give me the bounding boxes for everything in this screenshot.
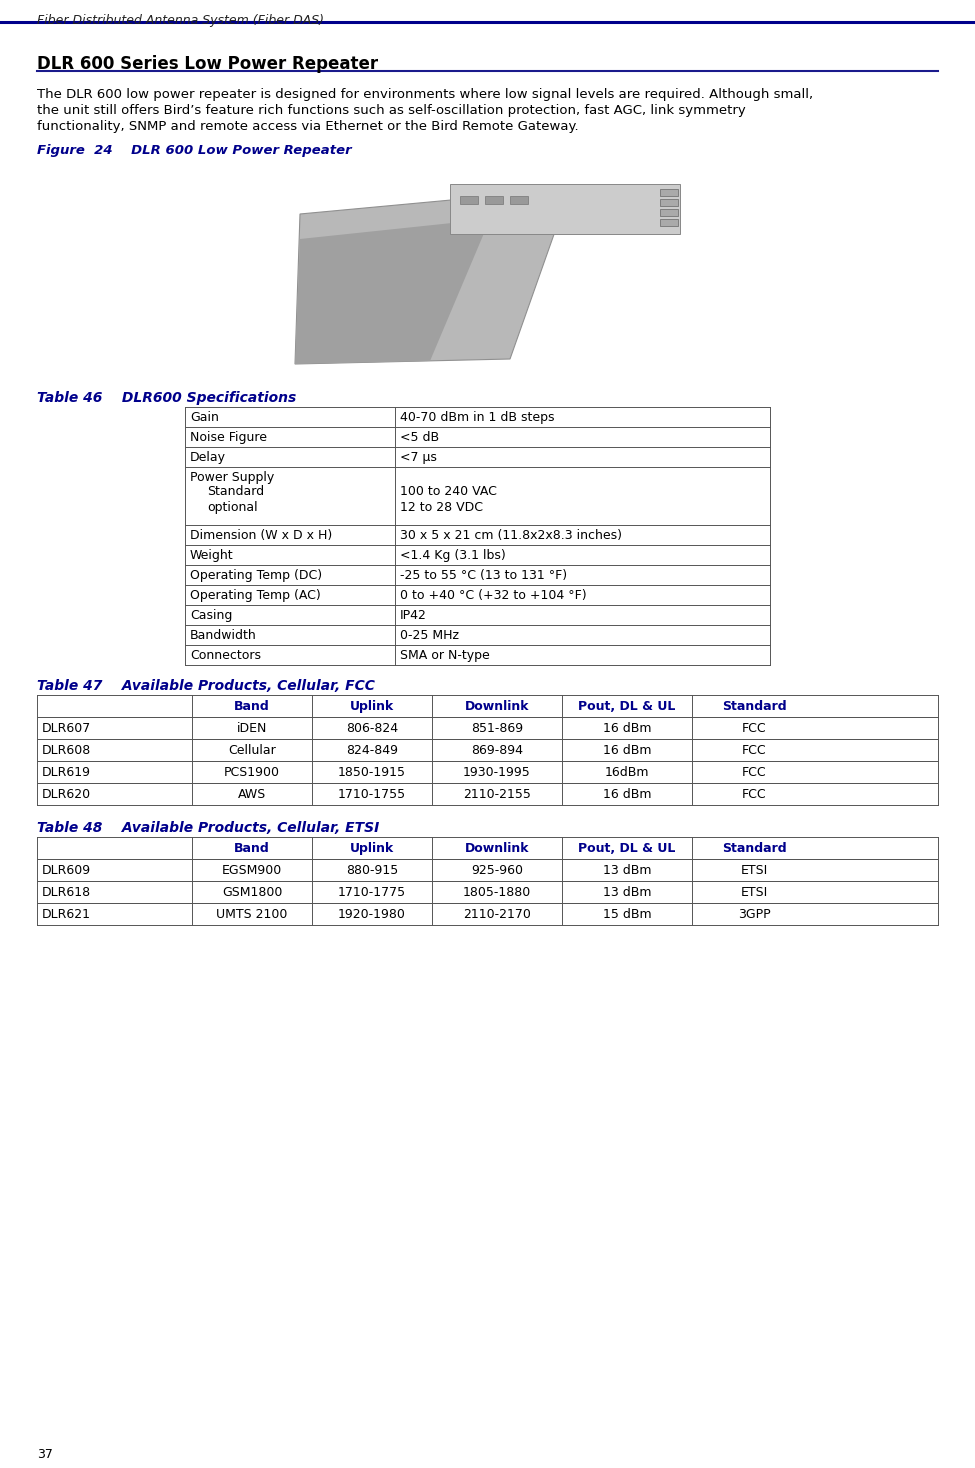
Polygon shape: [295, 219, 490, 364]
Text: Band: Band: [234, 843, 270, 854]
Bar: [660, 200, 678, 206]
Text: Uplink: Uplink: [350, 843, 394, 854]
Text: 1710-1755: 1710-1755: [338, 788, 406, 802]
Text: Cellular: Cellular: [228, 744, 276, 757]
Text: Standard: Standard: [207, 484, 264, 498]
Text: SMA or N-type: SMA or N-type: [400, 649, 489, 662]
Text: DLR609: DLR609: [42, 865, 91, 876]
Text: EGSM900: EGSM900: [222, 865, 282, 876]
Text: iDEN: iDEN: [237, 722, 267, 735]
Bar: [485, 197, 503, 204]
Text: 13 dBm: 13 dBm: [603, 865, 651, 876]
Text: 16 dBm: 16 dBm: [603, 722, 651, 735]
Text: IP42: IP42: [400, 609, 427, 622]
Text: DLR607: DLR607: [42, 722, 92, 735]
Text: Operating Temp (AC): Operating Temp (AC): [190, 589, 321, 602]
Text: <1.4 Kg (3.1 lbs): <1.4 Kg (3.1 lbs): [400, 549, 506, 562]
Bar: [660, 219, 678, 226]
Text: Dimension (W x D x H): Dimension (W x D x H): [190, 528, 332, 542]
Text: FCC: FCC: [742, 788, 766, 802]
Text: 1920-1980: 1920-1980: [338, 909, 406, 920]
Text: DLR608: DLR608: [42, 744, 92, 757]
Text: Pout, DL & UL: Pout, DL & UL: [578, 843, 676, 854]
Text: Casing: Casing: [190, 609, 232, 622]
Text: 100 to 240 VAC: 100 to 240 VAC: [400, 484, 497, 498]
Text: Fiber Distributed Antenna System (Fiber DAS): Fiber Distributed Antenna System (Fiber …: [37, 15, 324, 26]
Text: GSM1800: GSM1800: [222, 887, 282, 898]
Text: Table 47    Available Products, Cellular, FCC: Table 47 Available Products, Cellular, F…: [37, 680, 374, 693]
Bar: [660, 208, 678, 216]
Text: 824-849: 824-849: [346, 744, 398, 757]
Text: 15 dBm: 15 dBm: [603, 909, 651, 920]
Text: 1710-1775: 1710-1775: [338, 887, 406, 898]
Text: 851-869: 851-869: [471, 722, 523, 735]
Text: Downlink: Downlink: [465, 843, 529, 854]
Text: PCS1900: PCS1900: [224, 766, 280, 780]
Text: 1805-1880: 1805-1880: [463, 887, 531, 898]
Text: DLR620: DLR620: [42, 788, 91, 802]
Text: Uplink: Uplink: [350, 700, 394, 713]
Text: 869-894: 869-894: [471, 744, 523, 757]
Text: 0-25 MHz: 0-25 MHz: [400, 628, 459, 642]
Text: functionality, SNMP and remote access via Ethernet or the Bird Remote Gateway.: functionality, SNMP and remote access vi…: [37, 120, 578, 134]
Text: the unit still offers Bird’s feature rich functions such as self-oscillation pro: the unit still offers Bird’s feature ric…: [37, 104, 746, 117]
Text: Pout, DL & UL: Pout, DL & UL: [578, 700, 676, 713]
Text: 37: 37: [37, 1447, 53, 1461]
Text: DLR621: DLR621: [42, 909, 91, 920]
Text: Weight: Weight: [190, 549, 234, 562]
Text: 3GPP: 3GPP: [738, 909, 770, 920]
Polygon shape: [295, 189, 570, 364]
Text: DLR 600 Series Low Power Repeater: DLR 600 Series Low Power Repeater: [37, 54, 378, 73]
Bar: [450, 184, 680, 233]
Text: Delay: Delay: [190, 451, 226, 464]
Text: FCC: FCC: [742, 722, 766, 735]
Text: 2110-2170: 2110-2170: [463, 909, 531, 920]
Text: FCC: FCC: [742, 744, 766, 757]
Text: 12 to 28 VDC: 12 to 28 VDC: [400, 501, 483, 514]
Text: FCC: FCC: [742, 766, 766, 780]
Text: 30 x 5 x 21 cm (11.8x2x8.3 inches): 30 x 5 x 21 cm (11.8x2x8.3 inches): [400, 528, 622, 542]
Text: 16 dBm: 16 dBm: [603, 788, 651, 802]
Text: AWS: AWS: [238, 788, 266, 802]
Text: Bandwidth: Bandwidth: [190, 628, 256, 642]
Text: 1930-1995: 1930-1995: [463, 766, 530, 780]
Text: 13 dBm: 13 dBm: [603, 887, 651, 898]
Bar: [660, 189, 678, 197]
Text: 40-70 dBm in 1 dB steps: 40-70 dBm in 1 dB steps: [400, 411, 555, 424]
Text: Figure  24    DLR 600 Low Power Repeater: Figure 24 DLR 600 Low Power Repeater: [37, 144, 352, 157]
Text: Power Supply: Power Supply: [190, 471, 274, 484]
Text: Table 46    DLR600 Specifications: Table 46 DLR600 Specifications: [37, 390, 296, 405]
Text: Table 48    Available Products, Cellular, ETSI: Table 48 Available Products, Cellular, E…: [37, 821, 379, 835]
Text: 16dBm: 16dBm: [604, 766, 649, 780]
Text: 806-824: 806-824: [346, 722, 398, 735]
Text: Band: Band: [234, 700, 270, 713]
Text: Gain: Gain: [190, 411, 218, 424]
Bar: [460, 197, 478, 204]
Text: 925-960: 925-960: [471, 865, 523, 876]
Bar: [510, 197, 528, 204]
Text: optional: optional: [207, 501, 257, 514]
Text: -25 to 55 °C (13 to 131 °F): -25 to 55 °C (13 to 131 °F): [400, 570, 567, 581]
Text: 880-915: 880-915: [346, 865, 398, 876]
Text: The DLR 600 low power repeater is designed for environments where low signal lev: The DLR 600 low power repeater is design…: [37, 88, 813, 101]
Text: Standard: Standard: [722, 843, 786, 854]
Text: ETSI: ETSI: [740, 887, 767, 898]
Text: Downlink: Downlink: [465, 700, 529, 713]
Text: <5 dB: <5 dB: [400, 432, 439, 443]
Text: DLR618: DLR618: [42, 887, 91, 898]
Text: 16 dBm: 16 dBm: [603, 744, 651, 757]
Text: <7 μs: <7 μs: [400, 451, 437, 464]
Text: Noise Figure: Noise Figure: [190, 432, 267, 443]
Text: Standard: Standard: [722, 700, 786, 713]
Text: ETSI: ETSI: [740, 865, 767, 876]
Text: 1850-1915: 1850-1915: [338, 766, 406, 780]
Text: UMTS 2100: UMTS 2100: [216, 909, 288, 920]
Text: Connectors: Connectors: [190, 649, 261, 662]
Text: Operating Temp (DC): Operating Temp (DC): [190, 570, 322, 581]
Text: 2110-2155: 2110-2155: [463, 788, 531, 802]
Text: 0 to +40 °C (+32 to +104 °F): 0 to +40 °C (+32 to +104 °F): [400, 589, 587, 602]
Text: DLR619: DLR619: [42, 766, 91, 780]
